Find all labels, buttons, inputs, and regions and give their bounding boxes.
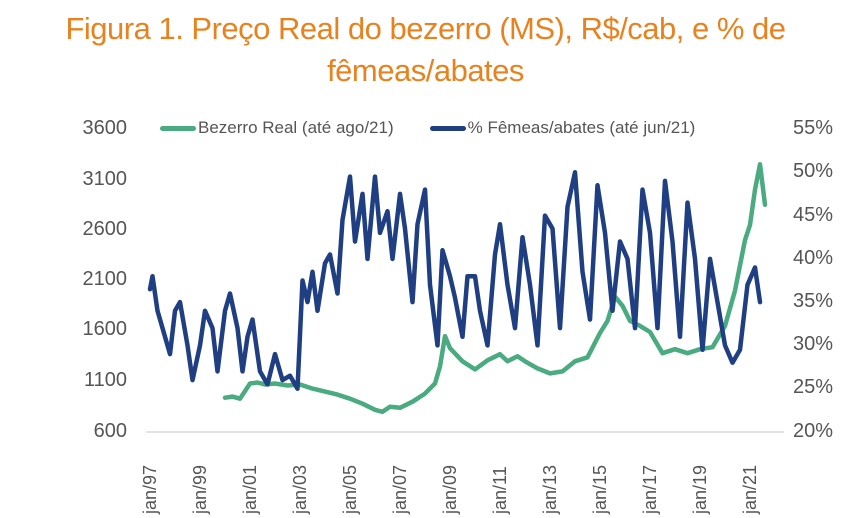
y-right-tick: 35% bbox=[793, 290, 834, 312]
y-right-tick: 30% bbox=[793, 333, 834, 355]
y-left-tick: 3600 bbox=[82, 117, 128, 139]
y-left-tick: 2600 bbox=[82, 218, 128, 240]
legend-label-femeas: % Fêmeas/abates (até jun/21) bbox=[467, 118, 696, 137]
femeas-line bbox=[147, 170, 763, 391]
y-right-tick: 45% bbox=[793, 204, 834, 226]
legend-swatch-green bbox=[160, 125, 196, 131]
y-left-tick: 1100 bbox=[83, 369, 127, 391]
y-right-tick: 25% bbox=[793, 376, 834, 398]
chart-title-line2: fêmeas/abates bbox=[327, 53, 524, 88]
y-left-tick: 3100 bbox=[82, 168, 128, 190]
y-left-tick: 1600 bbox=[82, 318, 128, 340]
bezerro-line bbox=[222, 162, 768, 415]
legend-item-bezerro: Bezerro Real (até ago/21) bbox=[160, 118, 394, 138]
legend-label-bezerro: Bezerro Real (até ago/21) bbox=[198, 118, 394, 137]
y-right-tick: 20% bbox=[793, 420, 834, 442]
y-left-tick: 2100 bbox=[82, 268, 128, 290]
legend-item-femeas: % Fêmeas/abates (até jun/21) bbox=[429, 118, 696, 138]
y-right-tick: 40% bbox=[793, 247, 834, 269]
legend-swatch-blue bbox=[429, 125, 466, 131]
legend: Bezerro Real (até ago/21) % Fêmeas/abate… bbox=[160, 116, 731, 140]
y-left-tick: 600 bbox=[93, 420, 127, 442]
y-right-tick: 55% bbox=[793, 117, 834, 139]
y-right-tick: 50% bbox=[793, 160, 834, 182]
chart-title-line1: Figura 1. Preço Real do bezerro (MS), R$… bbox=[65, 11, 786, 46]
chart-title: Figura 1. Preço Real do bezerro (MS), R$… bbox=[0, 8, 851, 92]
